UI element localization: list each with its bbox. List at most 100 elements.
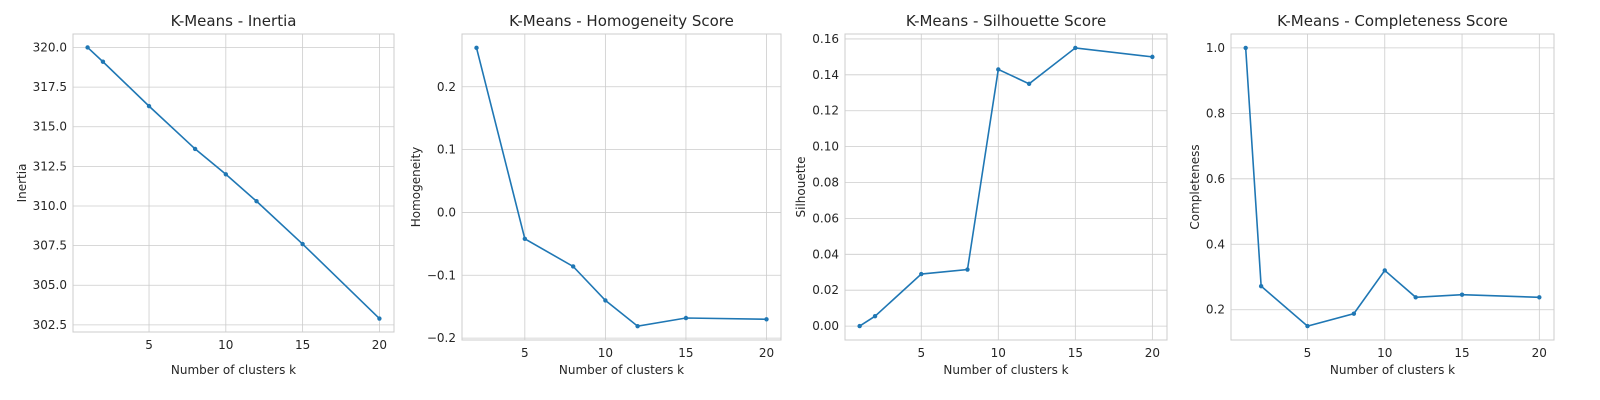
data-point <box>857 323 862 329</box>
chart-title: K-Means - Inertia <box>171 12 297 30</box>
y-tick-label: 307.5 <box>33 239 67 253</box>
x-axis-label: Number of clusters k <box>1330 363 1455 377</box>
x-tick-label: 15 <box>1454 346 1469 360</box>
data-point <box>254 199 259 204</box>
y-tick-label: 1.0 <box>1206 41 1225 55</box>
x-tick-label: 10 <box>991 346 1006 360</box>
x-tick-label: 20 <box>372 338 387 352</box>
x-tick-label: 5 <box>1304 346 1312 360</box>
y-tick-label: 302.5 <box>33 318 67 332</box>
data-point <box>192 146 198 152</box>
y-axis-label: Completeness <box>1188 144 1202 229</box>
data-point <box>570 264 576 269</box>
data-point <box>1537 295 1542 300</box>
y-tick-label: 305.0 <box>33 278 67 292</box>
plot-frame <box>461 33 782 341</box>
y-tick-label: 0.0 <box>437 205 456 219</box>
y-tick-label: 0.4 <box>1206 237 1225 251</box>
x-tick-label: 20 <box>1145 346 1160 360</box>
data-point <box>223 172 229 177</box>
y-tick-label: 312.5 <box>33 159 67 173</box>
data-point <box>85 45 90 50</box>
chart-title: K-Means - Homogeneity Score <box>509 12 734 30</box>
data-point <box>965 267 970 272</box>
x-tick-label: 20 <box>759 346 774 360</box>
data-point <box>377 316 382 321</box>
data-point <box>919 271 924 277</box>
data-point <box>872 314 878 319</box>
y-tick-label: −0.1 <box>427 268 456 282</box>
y-tick-label: 0.6 <box>1206 172 1225 186</box>
data-point <box>1243 45 1248 51</box>
y-tick-label: 0.14 <box>812 68 839 82</box>
data-point <box>1459 292 1465 297</box>
chart-title: K-Means - Completeness Score <box>1277 12 1508 30</box>
data-point <box>1026 81 1032 87</box>
data-point <box>1351 311 1357 316</box>
data-point <box>1258 283 1264 289</box>
data-point <box>522 236 528 242</box>
x-tick-label: 5 <box>917 346 925 360</box>
y-tick-label: 0.2 <box>437 80 456 94</box>
y-tick-label: 0.04 <box>812 247 839 261</box>
y-tick-label: 0.06 <box>812 211 839 225</box>
y-tick-label: 310.0 <box>33 199 67 213</box>
chart-panel-homogeneity: K-Means - Homogeneity Score Number of cl… <box>409 12 782 377</box>
data-point <box>1073 45 1078 51</box>
series-line <box>859 47 1153 327</box>
chart-panel-inertia: K-Means - Inertia Number of clusters k I… <box>15 12 395 377</box>
x-tick-label: 5 <box>521 346 529 360</box>
chart-panel-completeness: K-Means - Completeness Score Number of c… <box>1188 12 1555 377</box>
y-tick-label: 0.12 <box>812 104 839 118</box>
x-axis-label: Number of clusters k <box>943 363 1068 377</box>
y-tick-label: 0.08 <box>812 176 839 190</box>
x-tick-label: 5 <box>145 338 153 352</box>
y-tick-label: 0.10 <box>812 140 839 154</box>
data-point <box>1150 54 1155 60</box>
y-tick-label: 0.00 <box>812 319 839 333</box>
chart-panel-silhouette: K-Means - Silhouette Score Number of clu… <box>794 12 1168 377</box>
data-point <box>146 103 152 109</box>
x-axis-label: Number of clusters k <box>171 363 296 377</box>
x-tick-label: 15 <box>678 346 693 360</box>
data-point <box>635 323 640 329</box>
x-axis-label: Number of clusters k <box>559 363 684 377</box>
grid-lines <box>73 34 394 332</box>
y-tick-label: 0.2 <box>1206 303 1225 317</box>
y-axis-label: Silhouette <box>794 156 808 217</box>
y-tick-label: 0.02 <box>812 283 839 297</box>
y-axis-label: Inertia <box>15 164 29 203</box>
data-point <box>1413 295 1418 300</box>
y-tick-label: 0.8 <box>1206 106 1225 120</box>
x-tick-label: 10 <box>1377 346 1392 360</box>
data-point <box>100 59 106 64</box>
data-point <box>300 241 305 247</box>
y-tick-label: 320.0 <box>33 40 67 54</box>
x-tick-label: 10 <box>218 338 233 352</box>
data-point <box>764 317 769 322</box>
x-tick-label: 15 <box>1068 346 1083 360</box>
y-axis-label: Homogeneity <box>409 147 423 228</box>
grid-lines <box>1231 34 1554 340</box>
x-tick-label: 10 <box>598 346 613 360</box>
y-tick-label: 317.5 <box>33 80 67 94</box>
grid-lines <box>462 34 781 340</box>
plot-frame <box>844 33 1168 341</box>
y-tick-label: 0.1 <box>437 143 456 157</box>
data-point <box>1382 268 1387 273</box>
series-line <box>1244 47 1540 327</box>
data-point <box>603 298 608 303</box>
series-line <box>87 46 380 320</box>
plot-frame <box>1230 33 1555 341</box>
grid-lines <box>845 34 1167 340</box>
y-tick-label: 315.0 <box>33 120 67 134</box>
y-tick-label: −0.2 <box>427 331 456 345</box>
data-point <box>683 315 689 321</box>
plot-frame <box>72 33 395 333</box>
data-point <box>474 45 479 51</box>
data-point <box>1305 323 1310 329</box>
y-tick-label: 0.16 <box>812 32 839 46</box>
chart-title: K-Means - Silhouette Score <box>906 12 1106 30</box>
